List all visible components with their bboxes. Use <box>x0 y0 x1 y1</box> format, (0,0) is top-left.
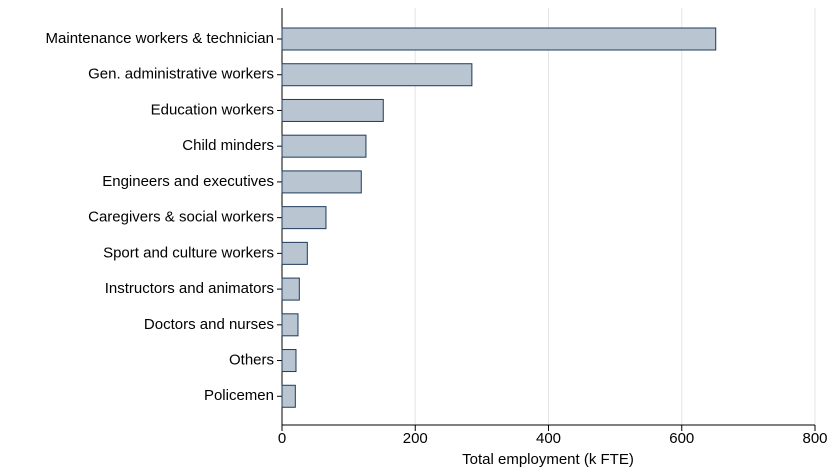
bar <box>281 384 296 408</box>
y-tick-label: Child minders <box>182 137 274 154</box>
y-tick-label: Instructors and animators <box>105 280 274 297</box>
bar <box>281 241 308 265</box>
y-tick-label: Education workers <box>151 101 274 118</box>
bar <box>281 170 362 194</box>
bar <box>281 63 473 87</box>
y-tick-label: Engineers and executives <box>102 173 274 190</box>
x-tick-label: 200 <box>403 430 428 447</box>
bar <box>281 27 717 51</box>
bar <box>281 206 327 230</box>
bar <box>281 277 300 301</box>
y-tick-label: Gen. administrative workers <box>88 66 274 83</box>
x-tick-label: 800 <box>802 430 827 447</box>
y-tick-label: Maintenance workers & technician <box>46 30 274 47</box>
y-tick-label: Caregivers & social workers <box>88 209 274 226</box>
y-tick-label: Sport and culture workers <box>103 244 274 261</box>
x-tick-label: 0 <box>278 430 286 447</box>
x-tick-label: 600 <box>669 430 694 447</box>
bar <box>281 313 299 337</box>
y-tick-label: Others <box>229 352 274 369</box>
bar <box>281 349 297 373</box>
bar <box>281 134 367 158</box>
y-tick-label: Doctors and nurses <box>144 316 274 333</box>
x-tick-label: 400 <box>536 430 561 447</box>
bar <box>281 98 384 122</box>
x-axis-label: Total employment (k FTE) <box>462 451 634 468</box>
y-tick-label: Policemen <box>204 387 274 404</box>
